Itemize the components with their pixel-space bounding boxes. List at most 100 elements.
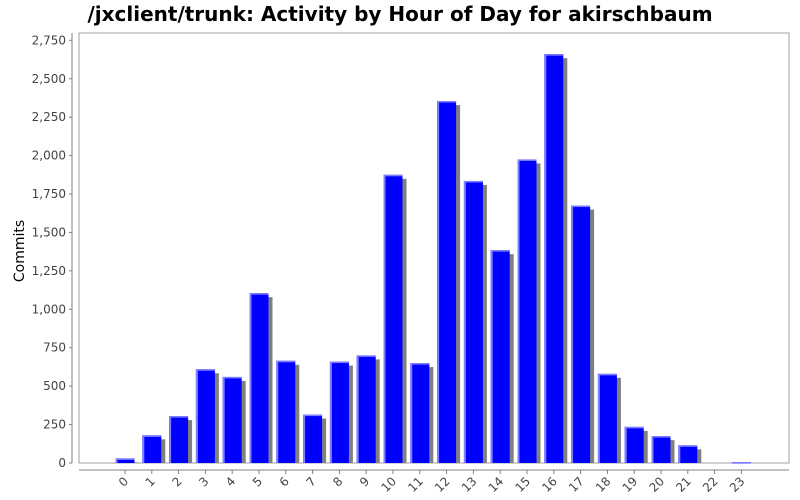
bar-highlight: [329, 361, 332, 463]
bar-highlight: [597, 373, 600, 463]
x-axis: 0 1 2 3 4 5 6 7 8 9 10 11 12 13 14 15 16 17 18 19 20 21 22 23: [79, 469, 789, 495]
bar-highlight: [169, 416, 189, 418]
bar-highlight: [731, 462, 751, 464]
x-tick-label: 12: [432, 474, 453, 495]
bar-highlight: [624, 426, 644, 429]
bar-highlight: [169, 416, 172, 463]
bar-highlight: [276, 360, 296, 363]
bar-highlight: [651, 436, 654, 463]
bar-highlight: [517, 159, 537, 161]
bar-highlight: [276, 360, 279, 463]
x-tick-label: 17: [566, 474, 587, 495]
chart-title: /jxclient/trunk: Activity by Hour of Day…: [87, 2, 712, 26]
bar-highlight: [329, 361, 349, 364]
bar-highlight: [115, 458, 118, 463]
x-tick-label: 18: [593, 474, 614, 495]
y-tick-label: 1,750: [32, 187, 66, 201]
plot-area: [78, 32, 790, 464]
x-tick-label: 2: [169, 474, 184, 489]
bar-highlight: [115, 458, 135, 460]
bar-hour-21: [678, 445, 698, 463]
bar-highlight: [490, 250, 510, 252]
y-tick-label: 2,500: [32, 72, 66, 86]
bar-highlight: [678, 445, 681, 463]
x-tick-label: 4: [223, 474, 238, 489]
x-tick-label: 8: [330, 474, 345, 489]
bar-highlight: [410, 363, 430, 365]
bar-highlight: [624, 426, 627, 463]
bar-highlight: [356, 355, 359, 463]
y-tick-label: 0: [58, 456, 66, 470]
bar-hour-14: [490, 250, 510, 463]
bar-hour-19: [624, 426, 644, 463]
y-axis: 0 250 500 750 1,000 1,250 1,500 1,750 2,000 2,250…: [32, 33, 73, 470]
bar-highlight: [517, 159, 520, 463]
bar-highlight: [490, 250, 493, 463]
bar-highlight: [222, 376, 242, 379]
bar-highlight: [383, 174, 386, 463]
bar-highlight: [303, 414, 323, 417]
bar-highlight: [463, 180, 466, 463]
bar-hour-8: [329, 361, 349, 463]
y-tick-label: 250: [43, 418, 66, 432]
bar-highlight: [142, 435, 162, 437]
x-tick-label: 15: [512, 474, 533, 495]
bar-highlight: [303, 414, 306, 463]
bar-highlight: [571, 205, 591, 208]
y-tick-label: 2,000: [32, 149, 66, 163]
bar-highlight: [651, 436, 671, 438]
bar-highlight: [437, 101, 440, 463]
x-tick-label: 9: [357, 474, 372, 489]
bar-highlight: [383, 174, 403, 177]
bar-highlight: [195, 369, 198, 463]
bar-hour-20: [651, 436, 671, 463]
bar-highlight: [195, 369, 215, 371]
bar-hour-16: [544, 54, 564, 464]
bar-hour-12: [437, 101, 457, 463]
y-tick-label: 500: [43, 379, 66, 393]
x-tick-label: 16: [539, 474, 560, 495]
bar-hour-11: [410, 363, 430, 463]
bar-highlight: [678, 445, 698, 447]
y-axis-label: Commits: [12, 220, 28, 282]
y-tick-label: 1,250: [32, 264, 66, 278]
bar-highlight: [142, 435, 145, 463]
y-tick-label: 2,250: [32, 110, 66, 124]
bar-highlight: [222, 376, 225, 463]
bar-highlight: [249, 293, 269, 295]
bar-hour-18: [597, 373, 617, 463]
x-tick-label: 13: [459, 474, 480, 495]
y-tick-label: 1,000: [32, 302, 66, 316]
x-tick-label: 19: [620, 474, 641, 495]
x-tick-label: 10: [378, 474, 399, 495]
x-tick-label: 21: [673, 474, 694, 495]
x-tick-label: 5: [250, 474, 265, 489]
bar-highlight: [544, 54, 547, 464]
y-tick-label: 2,750: [32, 33, 66, 47]
bar-highlight: [463, 180, 483, 183]
y-tick-label: 750: [43, 341, 66, 355]
x-tick-label: 0: [116, 474, 131, 489]
bar-hour-4: [222, 376, 242, 463]
bar-hour-13: [463, 180, 483, 463]
bar-hour-7: [303, 414, 323, 463]
bar-highlight: [571, 205, 574, 464]
x-tick-label: 23: [727, 474, 748, 495]
bar-highlight: [437, 101, 457, 103]
x-tick-label: 22: [700, 474, 721, 495]
bar-hour-0: [115, 458, 135, 463]
x-tick-label: 20: [646, 474, 667, 495]
bar-hour-3: [195, 369, 215, 463]
x-tick-label: 6: [277, 474, 292, 489]
x-tick-label: 1: [143, 474, 158, 489]
bar-highlight: [544, 54, 564, 56]
bar-highlight: [249, 293, 252, 463]
x-tick-label: 7: [303, 474, 318, 489]
bar-hour-2: [169, 416, 189, 463]
bars: [115, 54, 751, 464]
x-tick-label: 14: [486, 474, 507, 495]
bar-hour-5: [249, 293, 269, 463]
x-tick-label: 11: [405, 474, 426, 495]
